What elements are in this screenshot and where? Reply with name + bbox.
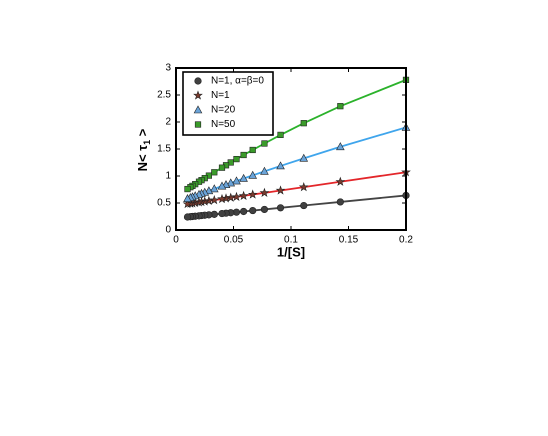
marker [275,185,286,195]
y-axis-label: N< τ1 > [135,128,152,171]
y-label-main: N< τ [135,145,150,172]
plot-frame [175,67,407,231]
marker [217,181,227,190]
y-tick-label: 1 [165,171,171,182]
marker [217,193,227,204]
marker [218,209,226,218]
marker [298,182,309,192]
marker [238,190,249,200]
y-tick-label: 3 [165,63,171,74]
legend-label: N=50 [211,119,236,130]
x-tick-label: 0 [173,235,179,246]
legend-marker [193,105,203,114]
marker [183,194,192,202]
marker [182,198,193,209]
y-tick-label: 2 [165,117,171,128]
x-axis-label: 1/[S] [277,244,305,259]
marker [336,142,345,151]
marker [300,201,308,210]
legend-label: N=1, α=β=0 [211,76,264,87]
marker [277,131,284,139]
y-label-end: > [135,128,150,140]
marker [248,170,258,179]
y-tick-label: 2.5 [157,90,171,101]
y-tick-label: 1.5 [157,144,171,155]
x-tick-label: 0.1 [284,235,298,246]
marker [247,189,258,199]
y-label-sub: 1 [142,140,152,145]
marker [276,161,285,170]
legend-marker [194,121,202,128]
marker [336,198,344,206]
legend-label: N=1 [211,90,230,101]
marker [260,166,269,175]
marker [211,169,218,176]
marker [184,185,191,193]
marker [209,195,220,205]
marker [231,191,242,202]
marker [249,206,257,215]
marker [240,207,248,216]
y-tick-label: 0 [165,225,171,236]
legend-label: N=20 [211,105,236,116]
marker [218,164,226,171]
marker [209,184,219,193]
marker [183,213,192,221]
marker [239,173,248,182]
marker [225,192,236,202]
x-tick-label: 0.05 [224,235,244,246]
marker [259,187,270,197]
x-tick-label: 0.2 [399,235,413,246]
marker [240,151,247,159]
legend-marker [194,77,202,85]
marker [276,204,285,212]
marker [337,103,344,110]
legend-marker [193,90,203,100]
marker [233,155,240,163]
y-tick-label: 0.5 [157,198,171,209]
marker [260,205,269,214]
marker [261,140,268,147]
marker [335,176,346,186]
marker [232,176,241,185]
marker [300,120,307,127]
x-tick-label: 0.15 [339,235,359,246]
marker [299,153,309,162]
marker [204,195,214,206]
marker [226,178,236,187]
marker [249,146,256,154]
